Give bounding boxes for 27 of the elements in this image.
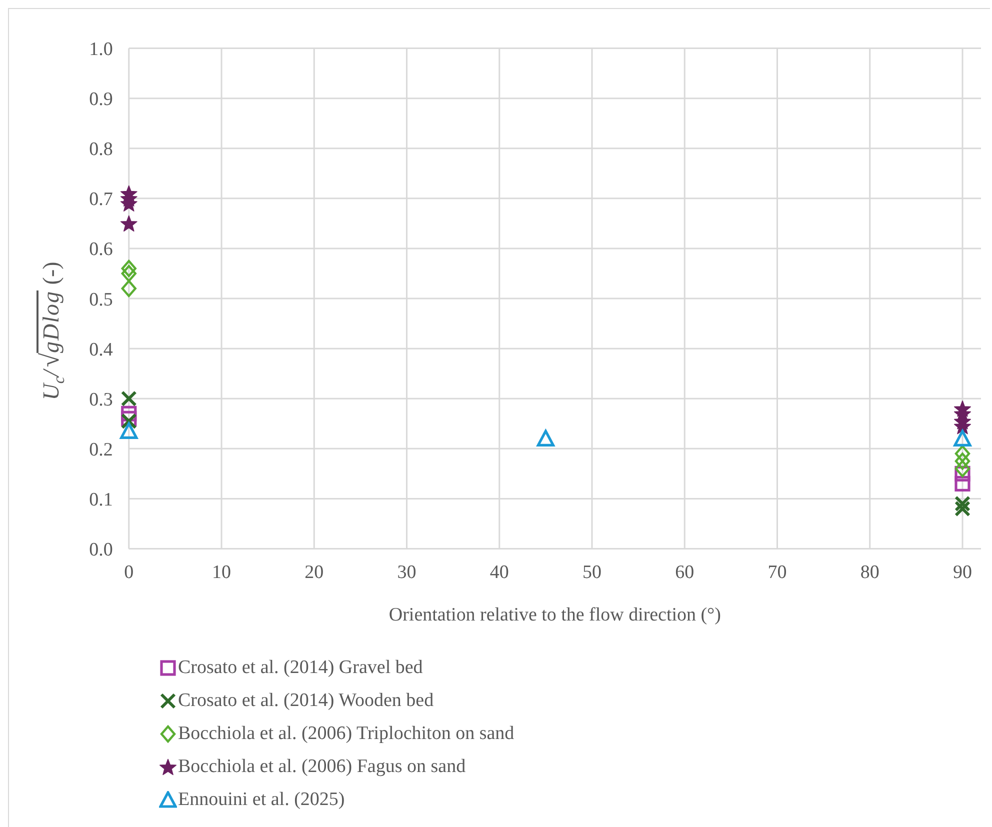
x-tick-label: 40 (490, 562, 509, 584)
x-tick-label: 70 (768, 562, 787, 584)
y-tick-label: 0.7 (89, 189, 113, 210)
x-tick-label: 90 (953, 562, 972, 584)
y-tick-label: 0.6 (89, 239, 113, 260)
y-tick-label: 0.4 (89, 339, 114, 360)
y-tick-label: 0.3 (89, 389, 113, 410)
y-tick-label: 0.9 (89, 89, 113, 110)
legend-label: Crosato et al. (2014) Gravel bed (178, 656, 423, 680)
y-tick-label: 0.5 (89, 289, 113, 310)
y-tick-label: 0.0 (89, 540, 113, 561)
legend-label: Ennouini et al. (2025) (178, 788, 345, 812)
x-tick-label: 80 (860, 562, 880, 584)
legend-label: Bocchiola et al. (2006) Triplochiton on sand (178, 722, 514, 746)
y-tick-label: 1.0 (89, 39, 113, 60)
x-tick-label: 0 (124, 562, 134, 584)
x-tick-label: 10 (212, 562, 231, 584)
y-tick-label: 0.2 (89, 439, 113, 460)
x-tick-label: 30 (397, 562, 416, 584)
legend-label: Crosato et al. (2014) Wooden bed (178, 689, 434, 713)
x-tick-label: 50 (582, 562, 602, 584)
x-tick-label: 60 (675, 562, 694, 584)
x-axis-title: Orientation relative to the flow direction (°) (388, 604, 721, 626)
legend-label: Bocchiola et al. (2006) Fagus on sand (178, 755, 466, 779)
y-tick-label: 0.1 (89, 489, 113, 510)
y-tick-label: 0.8 (89, 139, 113, 160)
x-tick-label: 20 (304, 562, 324, 584)
